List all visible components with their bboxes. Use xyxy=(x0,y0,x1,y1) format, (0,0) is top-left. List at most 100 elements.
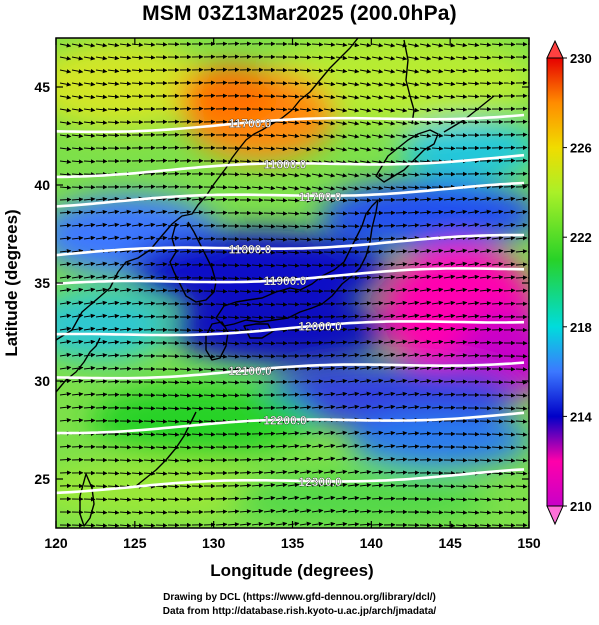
wind-arrow xyxy=(371,82,384,87)
wind-arrow xyxy=(131,445,144,450)
wind-arrow xyxy=(59,457,72,462)
wind-arrow xyxy=(467,287,480,293)
wind-arrow xyxy=(95,120,108,125)
wind-arrow xyxy=(455,81,468,86)
wind-arrow xyxy=(407,223,420,228)
wind-arrow xyxy=(383,43,396,48)
wind-arrow xyxy=(479,340,492,345)
wind-arrow xyxy=(383,470,396,475)
wind-arrow xyxy=(479,222,492,228)
wind-arrow xyxy=(311,508,324,514)
wind-arrow xyxy=(347,365,360,371)
wind-arrow xyxy=(155,262,168,267)
wind-arrow xyxy=(227,276,240,281)
wind-arrow xyxy=(299,379,312,384)
wind-arrow xyxy=(215,367,228,372)
wind-arrow xyxy=(431,274,444,280)
wind-arrow xyxy=(227,406,240,411)
wind-arrow xyxy=(263,521,276,527)
wind-arrow xyxy=(131,327,144,332)
wind-arrow xyxy=(227,393,240,398)
wind-arrow xyxy=(419,120,432,126)
wind-arrow xyxy=(431,81,444,87)
wind-arrow xyxy=(407,236,420,241)
wind-arrow xyxy=(191,393,204,398)
wind-arrow xyxy=(275,224,288,229)
wind-arrow xyxy=(347,495,360,501)
wind-arrow xyxy=(143,248,156,254)
wind-arrow xyxy=(83,418,96,423)
wind-arrow xyxy=(215,406,228,411)
wind-arrow xyxy=(71,197,84,202)
wind-arrow xyxy=(239,354,252,359)
wind-arrow xyxy=(95,379,108,384)
wind-arrow xyxy=(155,393,168,398)
wind-arrow xyxy=(383,95,396,100)
wind-arrow xyxy=(479,68,492,73)
height-contour-label: 11700.0 xyxy=(299,190,342,204)
wind-arrow xyxy=(167,497,180,502)
wind-arrow xyxy=(335,173,348,178)
wind-arrow xyxy=(443,326,456,332)
wind-arrow xyxy=(131,261,144,267)
wind-arrow xyxy=(347,469,360,475)
wind-arrow xyxy=(335,134,348,139)
wind-arrow xyxy=(299,405,312,410)
wind-arrow xyxy=(95,326,108,332)
wind-arrow xyxy=(371,391,384,397)
wind-arrow xyxy=(467,300,480,306)
wind-arrow xyxy=(83,172,96,177)
wind-arrow xyxy=(143,432,156,437)
wind-arrow xyxy=(95,366,108,371)
wind-arrow xyxy=(167,249,180,254)
wind-arrow xyxy=(131,340,144,345)
wind-arrow xyxy=(491,55,504,60)
wind-arrow xyxy=(95,146,108,151)
wind-arrow xyxy=(407,274,420,280)
wind-arrow xyxy=(83,120,96,126)
wind-arrow xyxy=(407,313,420,319)
wind-arrow xyxy=(323,404,336,410)
wind-arrow xyxy=(479,510,492,515)
wind-arrow xyxy=(455,248,468,254)
wind-arrow xyxy=(179,354,192,359)
wind-arrow xyxy=(287,107,300,112)
wind-arrow xyxy=(467,94,480,99)
wind-arrow xyxy=(299,55,312,60)
wind-arrow xyxy=(71,185,84,190)
wind-arrow xyxy=(83,510,96,515)
wind-arrow xyxy=(419,326,432,332)
wind-arrow xyxy=(203,210,216,215)
wind-arrow xyxy=(431,248,444,254)
wind-arrow xyxy=(95,235,108,241)
wind-arrow xyxy=(467,68,480,73)
wind-arrow xyxy=(383,457,396,462)
wind-arrow xyxy=(323,430,336,436)
wind-arrow xyxy=(71,365,84,371)
wind-arrow xyxy=(119,510,132,515)
wind-arrow xyxy=(239,159,252,164)
wind-arrow xyxy=(143,288,156,293)
wind-arrow xyxy=(119,287,132,293)
wind-arrow xyxy=(443,274,456,280)
wind-arrow xyxy=(59,248,72,254)
wind-arrow xyxy=(407,172,420,177)
wind-arrow xyxy=(359,95,372,100)
wind-arrow xyxy=(119,42,132,48)
wind-arrow xyxy=(227,380,240,385)
wind-arrow xyxy=(431,379,444,384)
wind-arrow xyxy=(383,249,396,254)
wind-arrow xyxy=(251,470,264,475)
wind-arrow xyxy=(59,43,72,48)
wind-arrow xyxy=(83,133,96,138)
wind-arrow xyxy=(59,172,72,177)
wind-arrow xyxy=(407,69,420,74)
wind-arrow xyxy=(467,327,480,332)
wind-arrow xyxy=(299,224,312,229)
wind-arrow xyxy=(335,186,348,191)
wind-arrow xyxy=(323,198,336,203)
wind-arrow xyxy=(131,248,144,254)
wind-arrow xyxy=(347,82,360,87)
wind-arrow xyxy=(491,406,504,411)
wind-arrow xyxy=(311,379,324,384)
